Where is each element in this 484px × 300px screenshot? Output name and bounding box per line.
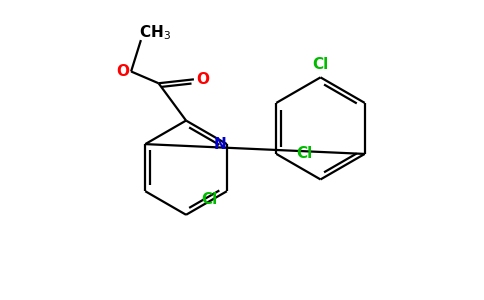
Text: O: O	[196, 72, 209, 87]
Text: N: N	[213, 136, 227, 152]
Text: Cl: Cl	[296, 146, 312, 161]
Text: O: O	[116, 64, 129, 79]
Text: Cl: Cl	[201, 192, 217, 207]
Text: Cl: Cl	[312, 57, 329, 72]
Text: CH$_3$: CH$_3$	[138, 23, 171, 42]
